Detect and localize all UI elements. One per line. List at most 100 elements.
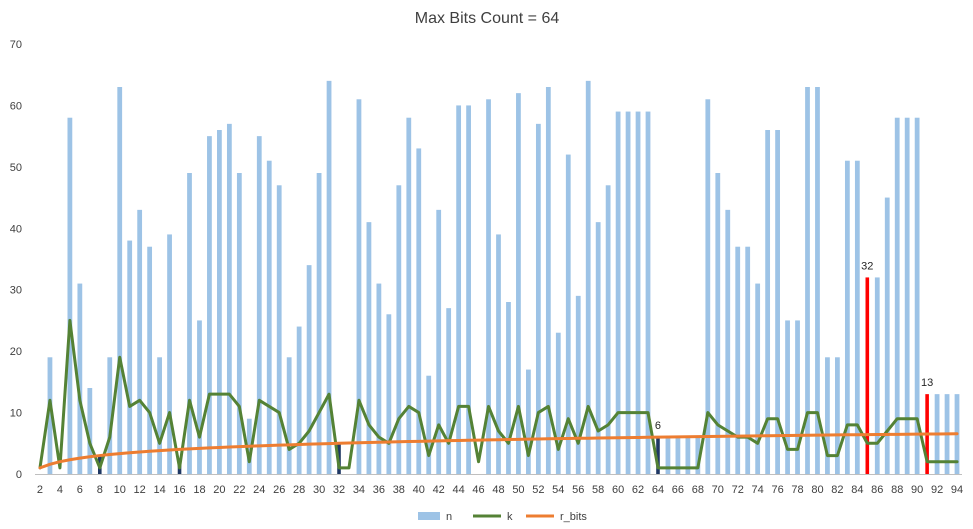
x-tick-label: 74 bbox=[752, 484, 764, 496]
x-tick-label: 38 bbox=[393, 484, 405, 496]
bar-n bbox=[825, 357, 830, 474]
x-tick-label: 28 bbox=[293, 484, 305, 496]
x-tick-label: 32 bbox=[333, 484, 345, 496]
bar-n bbox=[266, 160, 272, 474]
legend-swatch-n bbox=[418, 512, 440, 520]
bar-n bbox=[147, 246, 153, 474]
bar-n bbox=[197, 320, 202, 474]
bar-n bbox=[705, 99, 711, 474]
x-tick-label: 48 bbox=[492, 484, 504, 496]
bar-n bbox=[555, 332, 561, 474]
bar-n bbox=[785, 320, 790, 474]
legend-label: n bbox=[446, 511, 452, 523]
bar-n bbox=[87, 388, 93, 474]
bar-n bbox=[605, 185, 611, 475]
bar-n bbox=[436, 209, 442, 475]
bar-n bbox=[446, 308, 452, 474]
bar-n bbox=[755, 283, 761, 474]
y-tick-label: 0 bbox=[16, 469, 22, 481]
bar-n bbox=[127, 240, 133, 474]
bar-n bbox=[645, 111, 651, 474]
bar-n bbox=[167, 234, 172, 474]
bar-n bbox=[715, 173, 721, 474]
x-tick-label: 18 bbox=[193, 484, 205, 496]
bar-n bbox=[665, 437, 671, 474]
x-tick-label: 90 bbox=[911, 484, 923, 496]
bar-n bbox=[376, 283, 382, 474]
bar-n bbox=[675, 437, 681, 474]
x-tick-label: 58 bbox=[592, 484, 604, 496]
x-tick-label: 68 bbox=[692, 484, 704, 496]
bar-n bbox=[894, 117, 900, 475]
x-tick-label: 6 bbox=[77, 484, 83, 496]
y-tick-label: 60 bbox=[10, 100, 22, 112]
x-tick-label: 24 bbox=[253, 484, 265, 496]
x-tick-label: 94 bbox=[951, 484, 963, 496]
x-tick-label: 64 bbox=[652, 484, 664, 496]
y-tick-label: 70 bbox=[10, 39, 22, 51]
bar-n bbox=[575, 295, 581, 474]
x-tick-label: 60 bbox=[612, 484, 624, 496]
bar-n bbox=[406, 117, 412, 475]
x-tick-label: 88 bbox=[891, 484, 903, 496]
chart-title: Max Bits Count = 64 bbox=[415, 10, 560, 27]
x-tick-label: 62 bbox=[632, 484, 644, 496]
highlight-bars bbox=[98, 277, 929, 474]
y-tick-label: 50 bbox=[10, 162, 22, 174]
x-tick-label: 52 bbox=[532, 484, 544, 496]
bar-n bbox=[725, 209, 731, 475]
bar-n bbox=[486, 99, 491, 474]
bar-n bbox=[516, 93, 521, 474]
bar-n bbox=[685, 437, 691, 474]
bar-n bbox=[795, 320, 800, 474]
bar-n bbox=[456, 105, 462, 475]
x-tick-label: 76 bbox=[771, 484, 783, 496]
x-tick-label: 84 bbox=[851, 484, 863, 496]
x-tick-label: 12 bbox=[134, 484, 146, 496]
x-tick-label: 54 bbox=[552, 484, 564, 496]
bar-n bbox=[187, 173, 192, 474]
bar-n bbox=[47, 357, 53, 474]
x-tick-label: 36 bbox=[373, 484, 385, 496]
x-tick-label: 72 bbox=[732, 484, 744, 496]
line-k bbox=[38, 318, 959, 470]
line-series bbox=[38, 318, 959, 470]
bar-n bbox=[416, 148, 422, 474]
bar-n bbox=[316, 173, 322, 474]
bar-n bbox=[67, 117, 73, 475]
highlight-bar bbox=[656, 437, 660, 474]
bar-n bbox=[77, 283, 83, 474]
x-tick-label: 46 bbox=[472, 484, 484, 496]
line-r-bits bbox=[38, 432, 959, 470]
data-label: 6 bbox=[655, 420, 661, 432]
bar-n bbox=[526, 369, 531, 474]
x-tick-label: 42 bbox=[433, 484, 445, 496]
bar-n bbox=[595, 222, 601, 474]
x-tick-label: 40 bbox=[413, 484, 425, 496]
legend-label: r_bits bbox=[560, 511, 587, 523]
bar-n bbox=[426, 375, 432, 474]
bar-n bbox=[506, 302, 511, 474]
x-tick-label: 8 bbox=[97, 484, 103, 496]
bar-n bbox=[366, 222, 372, 474]
bar-n bbox=[635, 111, 641, 474]
legend: n k r_bits bbox=[418, 511, 587, 523]
x-tick-label: 2 bbox=[37, 484, 43, 496]
bar-n bbox=[854, 160, 860, 474]
bar-n bbox=[157, 357, 162, 474]
x-tick-label: 34 bbox=[353, 484, 365, 496]
y-tick-label: 10 bbox=[10, 408, 22, 420]
x-tick-label: 26 bbox=[273, 484, 285, 496]
bar-n bbox=[815, 87, 820, 474]
bar-n bbox=[496, 234, 501, 474]
bar-n bbox=[207, 136, 212, 474]
bar-n bbox=[884, 197, 890, 474]
data-label: 13 bbox=[921, 377, 933, 389]
legend-label: k bbox=[507, 511, 513, 523]
y-tick-label: 30 bbox=[10, 285, 22, 297]
bar-n bbox=[844, 160, 850, 474]
x-tick-label: 50 bbox=[512, 484, 524, 496]
x-tick-label: 78 bbox=[791, 484, 803, 496]
bar-n bbox=[276, 185, 282, 475]
x-tick-label: 10 bbox=[114, 484, 126, 496]
